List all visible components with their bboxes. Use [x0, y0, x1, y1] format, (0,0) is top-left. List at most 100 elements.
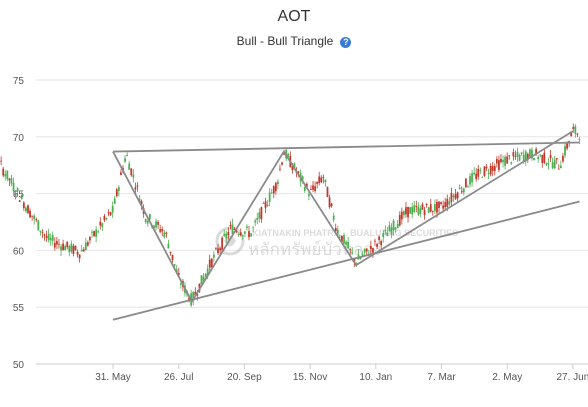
candle-body	[157, 222, 160, 225]
x-axis-ticks: 31. May 26. Jul 20. Sep 15. Nov 10. Jan 7. Ma…	[95, 364, 588, 383]
candle-body	[74, 245, 77, 250]
candle-body	[332, 215, 335, 220]
candle-body	[0, 160, 3, 162]
candle-body	[47, 233, 50, 241]
candle-body	[446, 198, 449, 207]
candle-body	[462, 188, 465, 193]
info-circle-icon[interactable]: ?	[340, 37, 352, 48]
candle-body	[41, 232, 44, 234]
candle-body	[403, 211, 405, 216]
candle-body	[93, 231, 95, 236]
candle-body	[421, 204, 424, 210]
candle-body	[252, 227, 255, 229]
candle-body	[117, 187, 120, 191]
candle-body	[113, 198, 116, 204]
candle-body	[95, 229, 98, 237]
candle-body	[417, 206, 420, 215]
candle-body	[450, 192, 453, 202]
candle-body	[115, 189, 118, 197]
candle-body	[551, 162, 554, 169]
candle-body	[392, 220, 395, 231]
candle-body	[20, 195, 23, 199]
candle-body	[384, 229, 387, 231]
candle-body	[326, 187, 329, 198]
candle-body	[146, 221, 149, 224]
candle-body	[396, 223, 399, 229]
candle-body	[202, 276, 205, 281]
candle-body	[29, 210, 31, 218]
candle-body	[153, 225, 155, 229]
candle-body	[49, 237, 52, 241]
candle-body	[557, 168, 560, 170]
candle-body	[200, 275, 203, 285]
candle-body	[382, 232, 385, 238]
candle-body	[120, 172, 122, 175]
candle-body	[390, 227, 393, 235]
candle-body	[411, 206, 414, 215]
candle-body	[60, 246, 62, 251]
candle-body	[206, 268, 209, 276]
x-tick-label: 7. Mar	[427, 372, 456, 383]
candle-body	[464, 178, 467, 188]
candle-body	[248, 231, 250, 238]
candle-body	[70, 243, 73, 252]
candle-body	[481, 177, 484, 179]
candle-body	[237, 233, 240, 235]
candle-body	[345, 241, 347, 245]
candle-body	[336, 229, 339, 234]
candle-body	[378, 236, 381, 240]
candle-body	[394, 227, 397, 230]
candle-body	[537, 156, 540, 160]
candle-body	[506, 156, 509, 164]
candle-body	[283, 153, 286, 155]
candle-body	[407, 206, 409, 218]
candle-body	[502, 159, 504, 163]
candle-body	[144, 219, 147, 222]
candle-body	[80, 250, 83, 252]
candle-body	[243, 231, 246, 234]
candle-body	[564, 146, 566, 156]
candle-body	[500, 159, 502, 163]
candle-body	[18, 200, 21, 202]
candle-body	[541, 154, 544, 163]
candle-body	[549, 155, 552, 159]
candle-body	[270, 192, 273, 194]
candle-body	[8, 178, 11, 181]
y-tick-label: 55	[13, 303, 25, 314]
candle-body	[35, 219, 38, 221]
candle-body	[4, 174, 7, 177]
candle-body	[454, 194, 457, 199]
candle-body	[14, 194, 17, 196]
candle-body	[386, 232, 389, 237]
candle-body	[227, 231, 230, 236]
candle-body	[159, 229, 162, 232]
candle-body	[37, 220, 40, 231]
y-tick-label: 75	[13, 76, 25, 87]
candle-body	[570, 132, 573, 137]
candle-body	[535, 148, 537, 155]
candle-body	[359, 257, 362, 259]
candle-body	[179, 283, 182, 285]
candle-body	[204, 273, 207, 277]
candle-body	[469, 176, 471, 185]
candle-body	[161, 229, 164, 232]
candle-body	[256, 217, 259, 221]
candle-body	[495, 159, 498, 164]
chart-subtitle-row: Bull - Bull Triangle?	[0, 34, 588, 48]
candle-body	[349, 248, 352, 250]
candle-body	[231, 224, 234, 234]
candle-body	[27, 205, 29, 214]
candle-body	[45, 235, 48, 238]
candle-body	[68, 246, 71, 253]
candle-body	[165, 232, 168, 234]
candle-body	[84, 242, 87, 251]
x-tick-label: 26. Jul	[164, 372, 193, 383]
candle-body	[192, 292, 195, 301]
candle-body	[99, 221, 102, 226]
zigzag-pattern-line	[112, 130, 574, 304]
candle-body	[433, 204, 436, 211]
candle-body	[101, 223, 104, 228]
candle-body	[448, 201, 451, 205]
candle-body	[235, 230, 238, 233]
candle-body	[58, 243, 60, 245]
